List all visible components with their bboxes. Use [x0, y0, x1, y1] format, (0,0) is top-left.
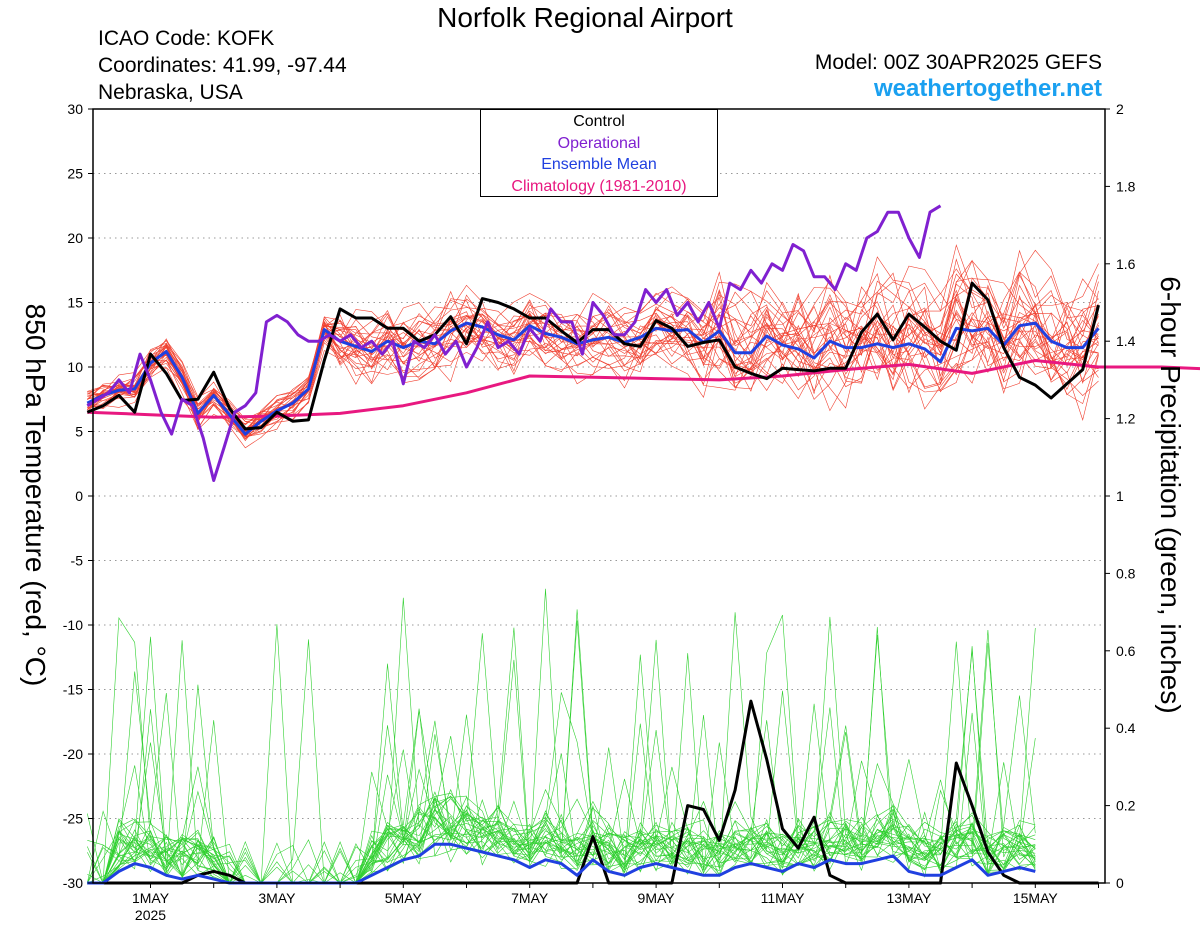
y2-tick-label: 2 [1116, 101, 1124, 117]
y2-tick-label: 1.8 [1116, 178, 1136, 194]
ensemble-precip-member [87, 636, 1036, 884]
ensemble-temp-member [87, 273, 1099, 431]
y-axis-label: 850 hPa Temperature (red, °C) [20, 303, 51, 687]
x-tick-label: 13MAY [886, 890, 932, 906]
control-temp-line [86, 281, 1100, 431]
legend: Control Operational Ensemble Mean Climat… [480, 109, 718, 197]
axes: 302520151050-5-10-15-20-25-3021.81.61.41… [63, 101, 1136, 923]
y-tick-label: 20 [67, 230, 83, 246]
y2-tick-label: 1.4 [1116, 333, 1136, 349]
ensemble-precip-member [87, 649, 1036, 884]
y-tick-label: -25 [63, 811, 83, 827]
x-tick-label: 15MAY [1013, 890, 1059, 906]
ensemble-temp-member [87, 290, 1099, 449]
ensemble-temp-member [87, 274, 1099, 438]
model-label: Model: 00Z 30APR2025 GEFS [814, 51, 1102, 74]
ensemble-temp-member [87, 283, 1099, 437]
y2-tick-label: 0.4 [1116, 720, 1136, 736]
x-tick-sublabel: 2025 [135, 907, 166, 923]
ensemble-precip-member [87, 626, 1036, 884]
ensemble-mean-temp-line [86, 321, 1100, 436]
grid [93, 173, 1105, 819]
y2-tick-label: 0 [1116, 875, 1124, 891]
y-tick-label: -10 [63, 617, 83, 633]
ensemble-precip-member [87, 629, 1036, 884]
ensemble-temp-member [87, 271, 1099, 438]
x-tick-label: 5MAY [385, 890, 423, 906]
x-tick-label: 7MAY [511, 890, 549, 906]
y-tick-label: 10 [67, 359, 83, 375]
y-tick-label: -20 [63, 746, 83, 762]
legend-control: Control [573, 113, 625, 130]
y-tick-label: -5 [71, 553, 84, 569]
y2-axis-label: 6-hour Precipitation (green, inches) [1155, 276, 1186, 714]
y-tick-label: 0 [75, 488, 83, 504]
icao-code: ICAO Code: KOFK [98, 27, 275, 50]
y-tick-label: -30 [63, 875, 83, 891]
ensemble-temp-member [87, 258, 1099, 436]
region: Nebraska, USA [98, 81, 243, 104]
legend-operational: Operational [557, 134, 641, 152]
site-link[interactable]: weathertogether.net [873, 75, 1102, 102]
coordinates: Coordinates: 41.99, -97.44 [98, 54, 347, 77]
y2-tick-label: 1.6 [1116, 256, 1136, 272]
ensemble-precip-member [87, 795, 1036, 884]
ensemble-precip-member [87, 646, 1036, 884]
ensemble-temp-member [87, 274, 1099, 438]
y2-tick-label: 0.8 [1116, 565, 1136, 581]
ensemble-precip-members [87, 588, 1036, 884]
ensemble-temp-member [87, 273, 1099, 420]
y-tick-label: 5 [75, 424, 83, 440]
y2-tick-label: 0.6 [1116, 643, 1136, 659]
legend-ensemble-mean: Ensemble Mean [541, 156, 657, 173]
y2-tick-label: 0.2 [1116, 798, 1136, 814]
ensemble-precip-member [87, 633, 1036, 884]
y-tick-label: 30 [67, 101, 83, 117]
legend-climatology: Climatology (1981-2010) [511, 177, 687, 195]
y-tick-label: 25 [67, 166, 83, 182]
x-tick-label: 11MAY [761, 890, 805, 906]
chart-title: Norfolk Regional Airport [437, 2, 733, 33]
y2-tick-label: 1.2 [1116, 411, 1136, 427]
ensemble-precip-member [87, 720, 1036, 884]
x-tick-label: 1MAY [132, 890, 170, 906]
ensemble-precip-member [87, 692, 1036, 884]
ensemble-temp-member [87, 284, 1099, 432]
operational-temp-line [86, 204, 942, 482]
y-tick-label: -15 [63, 682, 83, 698]
y-tick-label: 15 [67, 295, 83, 311]
y2-tick-label: 1 [1116, 488, 1124, 504]
x-tick-label: 9MAY [638, 890, 676, 906]
climatology-line [87, 359, 1200, 419]
x-tick-label: 3MAY [258, 890, 296, 906]
ensemble-precip-member [87, 597, 1036, 884]
